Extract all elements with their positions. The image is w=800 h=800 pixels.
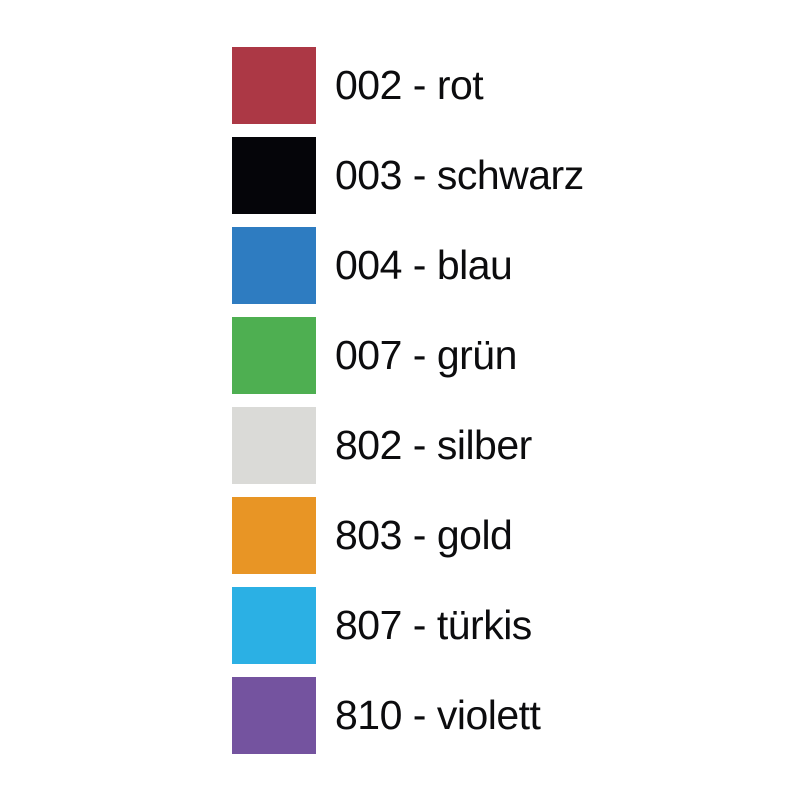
color-swatch-list: 002 - rot 003 - schwarz 004 - blau 007 -… xyxy=(232,47,584,754)
color-swatch-tuerkis xyxy=(232,587,316,664)
color-swatch-blau xyxy=(232,227,316,304)
color-label-schwarz: 003 - schwarz xyxy=(335,152,584,198)
color-label-tuerkis: 807 - türkis xyxy=(335,602,532,648)
color-swatch-rot xyxy=(232,47,316,124)
swatch-row-803-gold: 803 - gold xyxy=(232,497,584,574)
color-label-rot: 002 - rot xyxy=(335,62,484,108)
swatch-row-810-violett: 810 - violett xyxy=(232,677,584,754)
color-swatch-gold xyxy=(232,497,316,574)
color-swatch-silber xyxy=(232,407,316,484)
swatch-row-003-schwarz: 003 - schwarz xyxy=(232,137,584,214)
color-swatch-gruen xyxy=(232,317,316,394)
swatch-row-802-silber: 802 - silber xyxy=(232,407,584,484)
swatch-row-007-gruen: 007 - grün xyxy=(232,317,584,394)
color-label-blau: 004 - blau xyxy=(335,242,513,288)
color-label-silber: 802 - silber xyxy=(335,422,532,468)
color-label-violett: 810 - violett xyxy=(335,692,541,738)
color-label-gruen: 007 - grün xyxy=(335,332,517,378)
color-swatch-violett xyxy=(232,677,316,754)
color-swatch-schwarz xyxy=(232,137,316,214)
swatch-row-002-rot: 002 - rot xyxy=(232,47,584,124)
color-label-gold: 803 - gold xyxy=(335,512,513,558)
swatch-row-004-blau: 004 - blau xyxy=(232,227,584,304)
swatch-row-807-tuerkis: 807 - türkis xyxy=(232,587,584,664)
